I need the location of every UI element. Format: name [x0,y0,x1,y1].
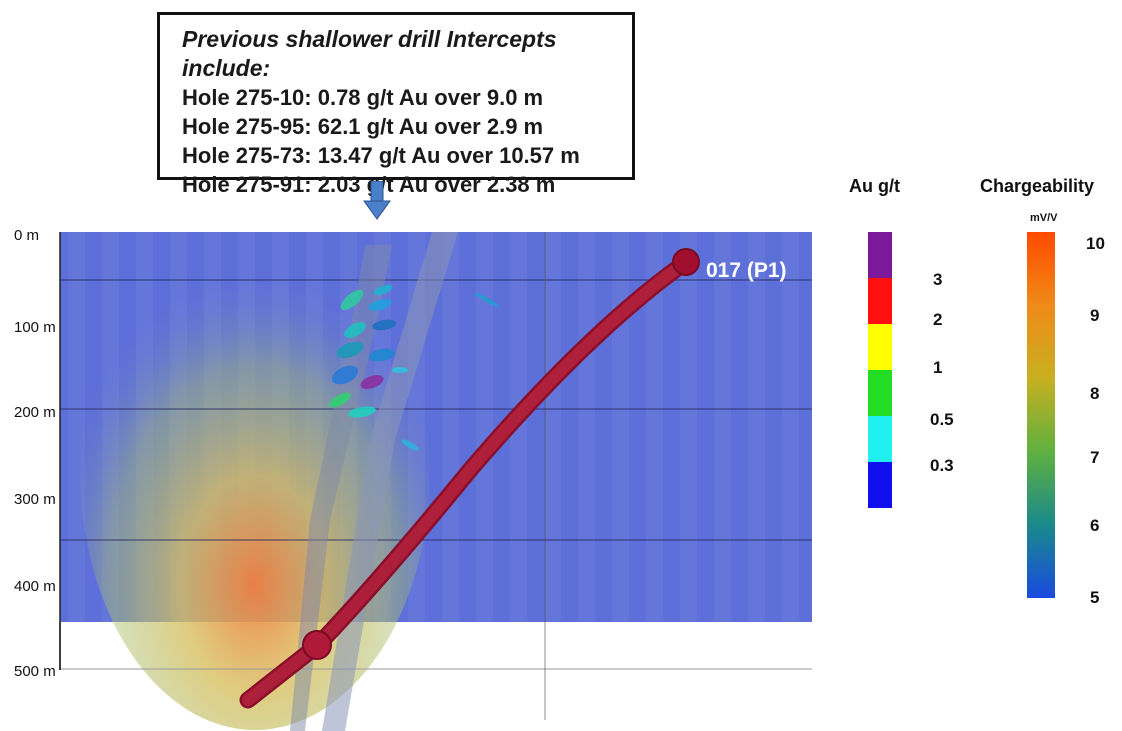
depth-label: 300 m [14,491,56,508]
depth-label: 500 m [14,663,56,680]
drill-hole-pierce-point [302,630,332,660]
au-scale-label: 3 [933,270,943,289]
fault-plane [290,245,392,731]
callout-line: Hole 275-73: 13.47 g/t Au over 10.57 m [182,143,580,168]
chargeability-scale-label: 6 [1090,516,1100,535]
chargeability-scale-label: 5 [1090,588,1100,607]
chargeability-unit: mV/V [1030,212,1058,224]
chargeability-anomaly [80,210,430,730]
chargeability-legend-title: Chargeability [980,176,1095,196]
chargeability-scale-label: 7 [1090,448,1100,467]
au-scale-label: 0.5 [930,410,954,429]
callout-line: Hole 275-91: 2.03 g/t Au over 2.38 m [182,172,556,197]
intercept-discs [329,284,500,451]
chargeability-scale-label: 8 [1090,384,1100,403]
intercepts-callout: Previous shallower drill Intercepts incl… [157,12,635,197]
chargeability-scale-label: 9 [1090,306,1100,325]
au-scale-label: 2 [933,310,943,329]
depth-label: 100 m [14,319,56,336]
au-legend-title: Au g/t [849,176,900,196]
hole-label: 017 (P1) [706,259,787,282]
callout-line: Hole 275-10: 0.78 g/t Au over 9.0 m [182,85,544,110]
depth-label: 0 m [14,227,40,244]
depth-label: 400 m [14,578,56,595]
drill-hole-collar [672,248,700,276]
chargeability-colour-scale [1027,232,1055,598]
depth-label: 200 m [14,404,56,421]
down-arrow-icon [363,181,391,220]
callout-line: Hole 275-95: 62.1 g/t Au over 2.9 m [182,114,544,139]
chargeability-scale-label: 10 [1086,234,1105,253]
au-scale-label: 1 [933,358,943,377]
callout-title: Previous shallower drill Intercepts incl… [182,26,557,81]
au-colour-scale [868,232,892,508]
au-scale-label: 0.3 [930,456,954,475]
